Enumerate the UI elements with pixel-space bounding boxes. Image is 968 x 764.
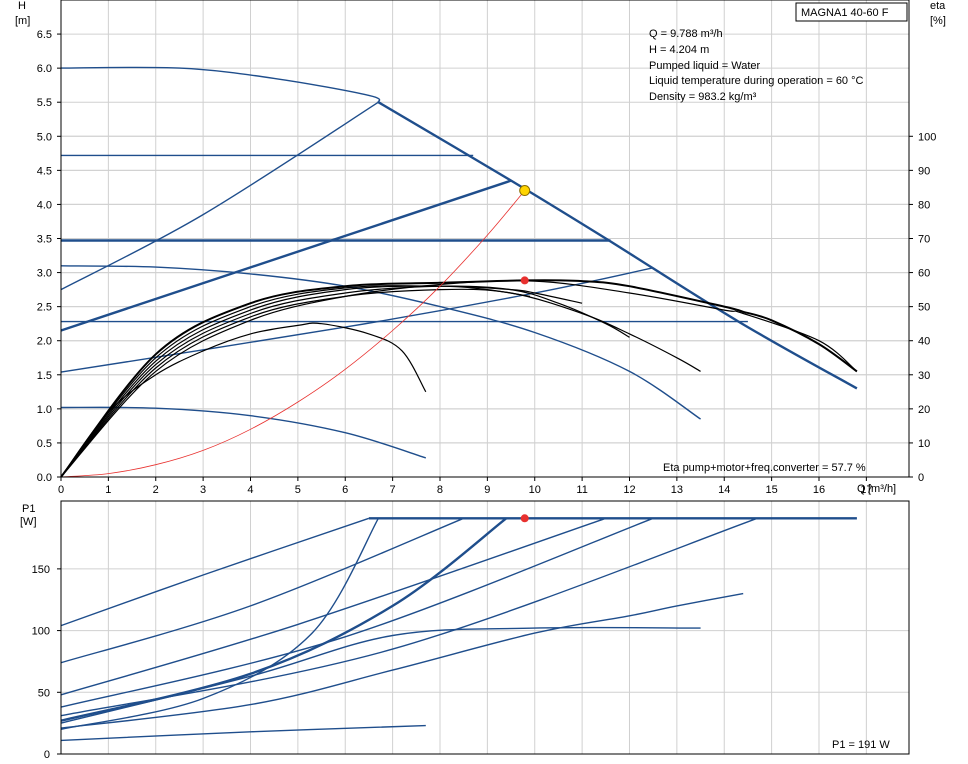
x-tick-label: 11 xyxy=(576,484,587,496)
x-tick-label: 8 xyxy=(437,484,443,496)
product-label: MAGNA1 40-60 F xyxy=(801,7,889,19)
head-tick-labels: 0 1 2 3 4 5 6 7 8 9 10 11 12 13 14 15 16 170.00.51.01.52.… xyxy=(37,29,937,496)
duty-point-efficiency xyxy=(520,276,529,285)
head-curve-1 xyxy=(377,101,858,390)
p1-annotation: P1 = 191 W xyxy=(832,739,890,751)
y-left-tick-label: 3.5 xyxy=(37,234,52,246)
y-left-label-unit: [m] xyxy=(15,15,30,27)
x-label-symbol: Q xyxy=(857,483,866,495)
power-curve-7 xyxy=(60,626,701,724)
y-left-tick-label: 6.5 xyxy=(37,29,52,41)
power-curve-0 xyxy=(60,517,370,627)
efficiency-curve-1 xyxy=(60,288,701,478)
y-right-tick-label: 50 xyxy=(918,302,930,314)
head-grid xyxy=(60,0,909,478)
head-curves-group xyxy=(60,66,858,478)
y-left-tick-label: 1.5 xyxy=(37,370,52,382)
x-tick-label: 16 xyxy=(813,484,825,496)
power-curve-5 xyxy=(60,592,744,729)
x-tick-label: 10 xyxy=(529,484,541,496)
y-left-tick-label: 2.5 xyxy=(37,302,52,314)
p1-tick-label: 50 xyxy=(38,687,50,699)
duty-point-head xyxy=(519,185,531,197)
power-curve-3 xyxy=(60,517,654,708)
y-right-tick-label: 20 xyxy=(918,404,930,416)
duty-point-power xyxy=(520,514,529,523)
y-right-tick-label: 70 xyxy=(918,234,930,246)
head-curve-6 xyxy=(60,265,701,420)
y-left-tick-label: 4.5 xyxy=(37,165,52,177)
y-right-tick-label: 10 xyxy=(918,438,930,450)
y-right-tick-label: 100 xyxy=(918,131,936,143)
power-curve-8 xyxy=(60,517,508,722)
efficiency-curve-3 xyxy=(60,285,583,478)
power-curve-4 xyxy=(60,517,758,717)
x-tick-label: 15 xyxy=(765,484,777,496)
power-grid xyxy=(60,501,909,755)
info-flow: Q = 9.788 m³/h xyxy=(649,28,723,40)
y-left-tick-label: 6.0 xyxy=(37,63,52,75)
p1-tick-label: 100 xyxy=(32,626,50,638)
x-tick-label: 3 xyxy=(200,484,206,496)
x-tick-label: 7 xyxy=(390,484,396,496)
x-tick-label: 1 xyxy=(105,484,111,496)
y-right-tick-label: 30 xyxy=(918,370,930,382)
x-tick-label: 17 xyxy=(860,484,872,496)
x-tick-label: 12 xyxy=(623,484,635,496)
y-right-tick-label: 90 xyxy=(918,165,930,177)
efficiency-curve-4 xyxy=(60,285,531,478)
x-tick-label: 13 xyxy=(671,484,683,496)
y-right-tick-label: 80 xyxy=(918,199,930,211)
info-density: Density = 983.2 kg/m³ xyxy=(649,91,757,103)
y-left-tick-label: 2.0 xyxy=(37,336,52,348)
product-badge-box xyxy=(795,2,908,22)
y-right-label-symbol: eta xyxy=(930,0,946,12)
info-liquid: Pumped liquid = Water xyxy=(649,60,761,72)
p1-tick-label: 0 xyxy=(44,749,50,761)
head-curve-0 xyxy=(60,66,381,103)
p1-label-symbol: P1 xyxy=(22,503,35,515)
power-curve-1 xyxy=(60,517,464,664)
power-plot-frame xyxy=(60,500,910,755)
head-curve-2 xyxy=(60,101,379,291)
y-left-tick-label: 5.5 xyxy=(37,97,52,109)
x-tick-label: 2 xyxy=(153,484,159,496)
p1-tick-label: 150 xyxy=(32,564,50,576)
info-head: H = 4.204 m xyxy=(649,44,709,56)
y-left-tick-label: 1.0 xyxy=(37,404,52,416)
y-right-tick-label: 60 xyxy=(918,268,930,280)
power-curves-group xyxy=(60,514,857,742)
y-right-label-unit: [%] xyxy=(930,15,946,27)
y-left-tick-label: 0.0 xyxy=(37,472,52,484)
x-tick-label: 6 xyxy=(342,484,348,496)
system-curve xyxy=(60,190,526,478)
y-left-label-symbol: H xyxy=(18,0,26,12)
x-tick-label: 0 xyxy=(58,484,64,496)
efficiency-curve-6 xyxy=(60,279,858,478)
x-tick-label: 5 xyxy=(295,484,301,496)
power-tick-labels: 0 50 100 150 xyxy=(32,564,61,761)
y-right-tick-label: 0 xyxy=(918,472,924,484)
p1-label-unit: [W] xyxy=(20,516,37,528)
y-left-tick-label: 4.0 xyxy=(37,199,52,211)
eta-annotation: Eta pump+motor+freq.converter = 57.7 % xyxy=(663,462,866,474)
efficiency-curve-2 xyxy=(60,285,630,478)
x-label-unit: [m³/h] xyxy=(868,483,896,495)
info-temperature: Liquid temperature during operation = 60… xyxy=(649,75,864,87)
y-left-tick-label: 5.0 xyxy=(37,131,52,143)
head-curve-9 xyxy=(60,406,427,459)
x-tick-label: 14 xyxy=(718,484,730,496)
y-right-tick-label: 40 xyxy=(918,336,930,348)
power-curve-2 xyxy=(60,517,607,696)
x-tick-label: 9 xyxy=(484,484,490,496)
y-left-tick-label: 0.5 xyxy=(37,438,52,450)
x-tick-label: 4 xyxy=(247,484,253,496)
head-curve-4 xyxy=(60,179,512,332)
power-curve-10 xyxy=(60,724,426,742)
y-left-tick-label: 3.0 xyxy=(37,268,52,280)
